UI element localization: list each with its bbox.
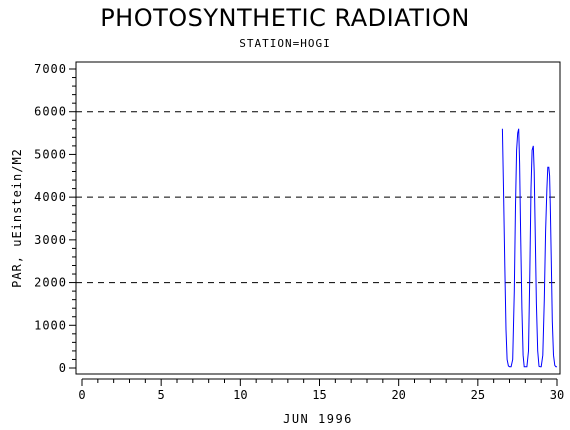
reference-lines <box>76 111 560 284</box>
y-tick-label: 2000 <box>34 276 67 290</box>
y-axis-label: PAR, uEinstein/M2 <box>10 148 24 288</box>
x-axis-label: JUN 1996 <box>283 412 353 426</box>
y-tick-label: 0 <box>59 361 67 375</box>
x-tick-label: 25 <box>471 388 485 402</box>
x-tick-label: 5 <box>158 388 165 402</box>
x-tick-label: 20 <box>391 388 405 402</box>
y-tick-label: 6000 <box>34 105 67 119</box>
chart-subtitle: STATION=HOGI <box>239 37 331 50</box>
x-tick-label: 30 <box>550 388 564 402</box>
y-tick-label: 1000 <box>34 318 67 332</box>
x-tick-label: 0 <box>78 388 85 402</box>
plot-frame <box>75 61 561 375</box>
x-axis: 0 5 10 15 20 25 30 <box>78 378 564 402</box>
x-tick-label: 10 <box>233 388 247 402</box>
y-tick-label: 4000 <box>34 190 67 204</box>
series-layer <box>501 128 557 368</box>
x-tick-label: 15 <box>312 388 326 402</box>
y-axis: 0 1000 2000 3000 4000 5000 6000 7000 <box>34 62 76 375</box>
series-line-0 <box>501 128 557 368</box>
chart-title: PHOTOSYNTHETIC RADIATION <box>100 4 470 32</box>
y-tick-label: 7000 <box>34 62 67 76</box>
y-tick-label: 5000 <box>34 147 67 161</box>
y-tick-label: 3000 <box>34 233 67 247</box>
